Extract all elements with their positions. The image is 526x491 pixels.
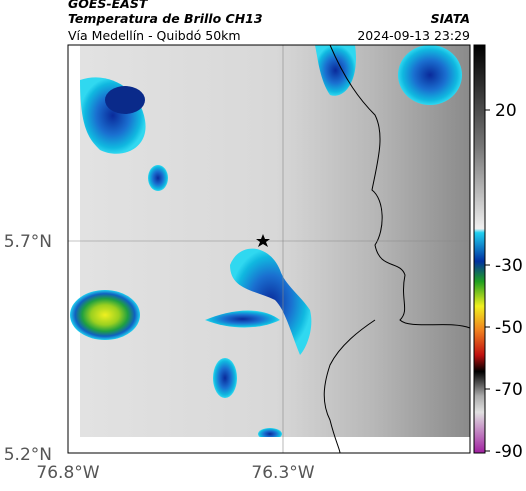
source: GOES-EAST (68, 0, 149, 11)
colorbar-label: -90 (495, 442, 523, 462)
lat-label: 5.2°N (4, 445, 52, 465)
satellite-image (68, 44, 471, 454)
colorbar-label: -30 (495, 256, 523, 276)
colorbar (473, 44, 486, 454)
lon-label: 76.3°W (251, 463, 314, 483)
colorbar-label: 20 (495, 101, 517, 121)
timestamp: 2024-09-13 23:29 (357, 28, 470, 43)
route: Vía Medellín - Quibdó 50km (68, 28, 241, 43)
colorbar-label: -70 (495, 380, 523, 400)
map-frame (67, 44, 471, 454)
colorbar-label: -50 (495, 318, 523, 338)
lat-label: 5.7°N (4, 232, 52, 252)
title: Temperatura de Brillo CH13 (68, 11, 263, 26)
lon-label: 76.8°W (36, 463, 99, 483)
org: SIATA (431, 11, 470, 26)
